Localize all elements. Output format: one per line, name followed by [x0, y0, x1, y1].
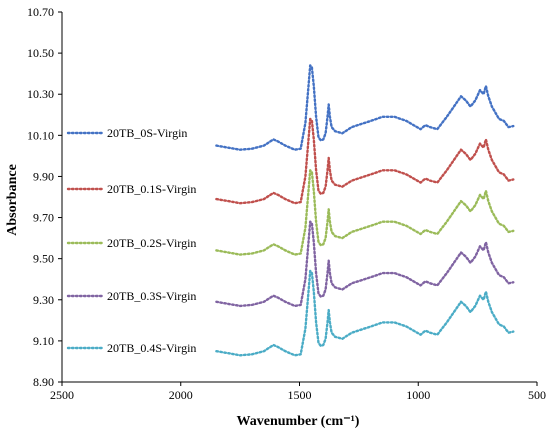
x-axis-title: Wavenumber (cm⁻¹): [237, 414, 360, 429]
series-line-0: [215, 64, 515, 151]
x-tick-label: 2000: [169, 388, 193, 402]
plot-area: 8.90 9.10 9.30 9.50 9.70 9.90 10.10 10.30 10.50 1…: [27, 5, 546, 402]
series-line-1: [215, 117, 515, 205]
series-line-2: [215, 169, 515, 256]
x-tick-label: 1500: [288, 388, 312, 402]
legend-label: 20TB_0.1S-Virgin: [107, 182, 196, 196]
y-tick-label: 9.70: [33, 211, 54, 225]
legend-label: 20TB_0.4S-Virgin: [107, 341, 196, 355]
y-tick-label: 10.10: [27, 128, 54, 142]
x-tick-label: 1000: [406, 388, 430, 402]
legend-label: 20TB_0.2S-Virgin: [107, 236, 196, 250]
series-layer: [215, 64, 515, 357]
legend-label: 20TB_0S-Virgin: [107, 126, 187, 140]
legend: 20TB_0S-Virgin 20TB_0.1S-Virgin 20TB_0.2S-…: [66, 126, 196, 355]
y-tick-label: 9.50: [33, 252, 54, 266]
x-tick-label: 2500: [50, 388, 74, 402]
y-tick-label: 10.30: [27, 87, 54, 101]
y-tick-label: 10.70: [27, 5, 54, 19]
y-tick-label: 9.90: [33, 169, 54, 183]
y-tick-label: 9.10: [33, 334, 54, 348]
series-line-4: [215, 269, 515, 357]
y-axis-title: Absorbance: [5, 164, 20, 236]
series-line-3: [215, 220, 515, 308]
legend-label: 20TB_0.3S-Virgin: [107, 289, 196, 303]
y-tick-label: 8.90: [33, 375, 54, 389]
y-tick-label: 10.50: [27, 46, 54, 60]
x-tick-label: 500: [528, 388, 546, 402]
y-tick-label: 9.30: [33, 293, 54, 307]
